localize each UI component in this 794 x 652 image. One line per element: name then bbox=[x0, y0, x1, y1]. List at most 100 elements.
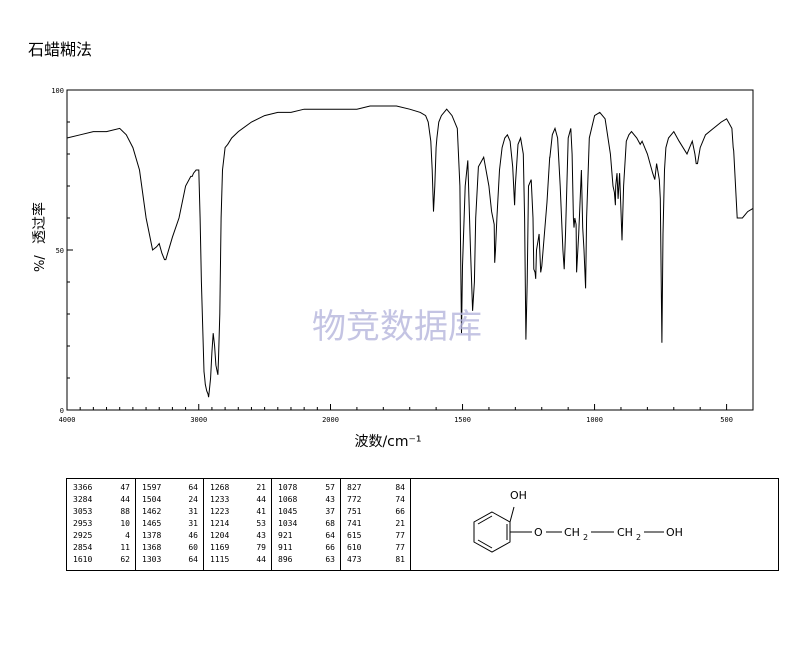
peak-table-row: 3366 47 bbox=[67, 482, 135, 494]
peak-transmittance: 57 bbox=[325, 483, 335, 492]
peak-wavenumber: 615 bbox=[347, 531, 362, 540]
peak-table-row: 3053 88 bbox=[67, 506, 135, 518]
ch2-label-1: CH bbox=[564, 526, 580, 539]
peak-table-column: 3366 47 3284 44 3053 88 2953 10 2925 4 2854 11 1610 6… bbox=[67, 479, 136, 570]
ch2-sub-2: 2 bbox=[636, 533, 641, 542]
x-tick-label: 2000 bbox=[322, 416, 339, 424]
peak-transmittance: 53 bbox=[256, 519, 266, 528]
peak-table-row: 1034 68 bbox=[272, 518, 340, 530]
peak-table-row: 1115 44 bbox=[204, 554, 271, 566]
peak-transmittance: 64 bbox=[188, 483, 198, 492]
peak-wavenumber: 896 bbox=[278, 555, 293, 564]
plot-frame bbox=[66, 89, 754, 411]
peak-transmittance: 41 bbox=[256, 507, 266, 516]
peak-wavenumber: 1034 bbox=[278, 519, 298, 528]
peak-table-row: 1465 31 bbox=[136, 518, 203, 530]
peak-transmittance: 31 bbox=[188, 519, 198, 528]
hydroxyl-top-label: OH bbox=[510, 489, 527, 502]
peak-table-row: 610 77 bbox=[341, 542, 410, 554]
peak-transmittance: 44 bbox=[256, 555, 266, 564]
peak-transmittance: 88 bbox=[120, 507, 130, 516]
peak-transmittance: 21 bbox=[395, 519, 405, 528]
x-tick-label: 4000 bbox=[59, 416, 76, 424]
peak-transmittance: 11 bbox=[120, 543, 130, 552]
peak-table-row: 1610 62 bbox=[67, 554, 135, 566]
peak-transmittance: 4 bbox=[125, 531, 130, 540]
peak-table: 3366 47 3284 44 3053 88 2953 10 2925 4 2854 11 1610 6… bbox=[66, 478, 779, 571]
peak-table-row: 1068 43 bbox=[272, 494, 340, 506]
peak-table-row: 1169 79 bbox=[204, 542, 271, 554]
peak-transmittance: 47 bbox=[120, 483, 130, 492]
peak-transmittance: 43 bbox=[325, 495, 335, 504]
peak-transmittance: 43 bbox=[256, 531, 266, 540]
peak-table-row: 1233 44 bbox=[204, 494, 271, 506]
x-tick-label: 500 bbox=[720, 416, 733, 424]
peak-wavenumber: 3366 bbox=[73, 483, 93, 492]
peak-table-row: 1078 57 bbox=[272, 482, 340, 494]
peak-table-row: 1378 46 bbox=[136, 530, 203, 542]
peak-table-row: 2953 10 bbox=[67, 518, 135, 530]
peak-wavenumber: 1504 bbox=[142, 495, 162, 504]
peak-transmittance: 10 bbox=[120, 519, 130, 528]
peak-table-row: 896 63 bbox=[272, 554, 340, 566]
peak-wavenumber: 1078 bbox=[278, 483, 298, 492]
peak-transmittance: 21 bbox=[256, 483, 266, 492]
peak-wavenumber: 1610 bbox=[73, 555, 93, 564]
peak-wavenumber: 772 bbox=[347, 495, 362, 504]
peak-wavenumber: 1214 bbox=[210, 519, 230, 528]
peak-table-row: 473 81 bbox=[341, 554, 410, 566]
peak-transmittance: 84 bbox=[395, 483, 405, 492]
peak-table-row: 741 21 bbox=[341, 518, 410, 530]
peak-table-row: 1303 64 bbox=[136, 554, 203, 566]
y-tick-label: 0 bbox=[60, 407, 64, 415]
peak-wavenumber: 1597 bbox=[142, 483, 162, 492]
peak-table-row: 615 77 bbox=[341, 530, 410, 542]
peak-transmittance: 74 bbox=[395, 495, 405, 504]
peak-transmittance: 66 bbox=[325, 543, 335, 552]
watermark-text: 物竞数据库 bbox=[312, 307, 482, 347]
peak-wavenumber: 1045 bbox=[278, 507, 298, 516]
y-axis-label: 透过率 bbox=[31, 202, 48, 244]
peak-wavenumber: 1223 bbox=[210, 507, 230, 516]
peak-table-row: 751 66 bbox=[341, 506, 410, 518]
hydroxyl-end-label: OH bbox=[666, 526, 683, 539]
peak-wavenumber: 1169 bbox=[210, 543, 230, 552]
peak-wavenumber: 1204 bbox=[210, 531, 230, 540]
peak-transmittance: 46 bbox=[188, 531, 198, 540]
peak-transmittance: 66 bbox=[395, 507, 405, 516]
peak-table-row: 2925 4 bbox=[67, 530, 135, 542]
peak-table-row: 1214 53 bbox=[204, 518, 271, 530]
peak-transmittance: 60 bbox=[188, 543, 198, 552]
peak-wavenumber: 911 bbox=[278, 543, 293, 552]
ch2-label-2: CH bbox=[617, 526, 633, 539]
peak-table-row: 1204 43 bbox=[204, 530, 271, 542]
peak-table-row: 1268 21 bbox=[204, 482, 271, 494]
peak-table-row: 3284 44 bbox=[67, 494, 135, 506]
peak-table-column: 1268 21 1233 44 1223 41 1214 53 1204 43 1169 79 1115… bbox=[204, 479, 272, 570]
benzene-ring bbox=[473, 511, 511, 553]
x-tick-label: 1500 bbox=[454, 416, 471, 424]
peak-table-row: 2854 11 bbox=[67, 542, 135, 554]
y-axis-unit: %/ bbox=[33, 255, 48, 272]
peak-table-row: 911 66 bbox=[272, 542, 340, 554]
peak-table-row: 1462 31 bbox=[136, 506, 203, 518]
ir-spectrum-chart: 4000 3000 2000 1500 1000 500 0 50 100 物竞数据库 波数/… bbox=[31, 87, 754, 450]
x-tick-label: 3000 bbox=[190, 416, 207, 424]
peak-wavenumber: 3284 bbox=[73, 495, 93, 504]
x-axis-ticks: 4000 3000 2000 1500 1000 500 bbox=[59, 404, 754, 424]
peak-transmittance: 31 bbox=[188, 507, 198, 516]
peak-table-row: 1368 60 bbox=[136, 542, 203, 554]
peak-wavenumber: 1465 bbox=[142, 519, 162, 528]
peak-transmittance: 44 bbox=[120, 495, 130, 504]
peak-wavenumber: 921 bbox=[278, 531, 293, 540]
y-axis-ticks: 0 50 100 bbox=[51, 87, 73, 415]
ch2-sub-1: 2 bbox=[583, 533, 588, 542]
peak-transmittance: 62 bbox=[120, 555, 130, 564]
peak-wavenumber: 2953 bbox=[73, 519, 93, 528]
x-tick-label: 1000 bbox=[586, 416, 603, 424]
peak-wavenumber: 1115 bbox=[210, 555, 230, 564]
x-axis-label: 波数/cm⁻¹ bbox=[354, 434, 421, 450]
y-tick-label: 50 bbox=[56, 247, 64, 255]
peak-wavenumber: 1378 bbox=[142, 531, 162, 540]
peak-wavenumber: 610 bbox=[347, 543, 362, 552]
